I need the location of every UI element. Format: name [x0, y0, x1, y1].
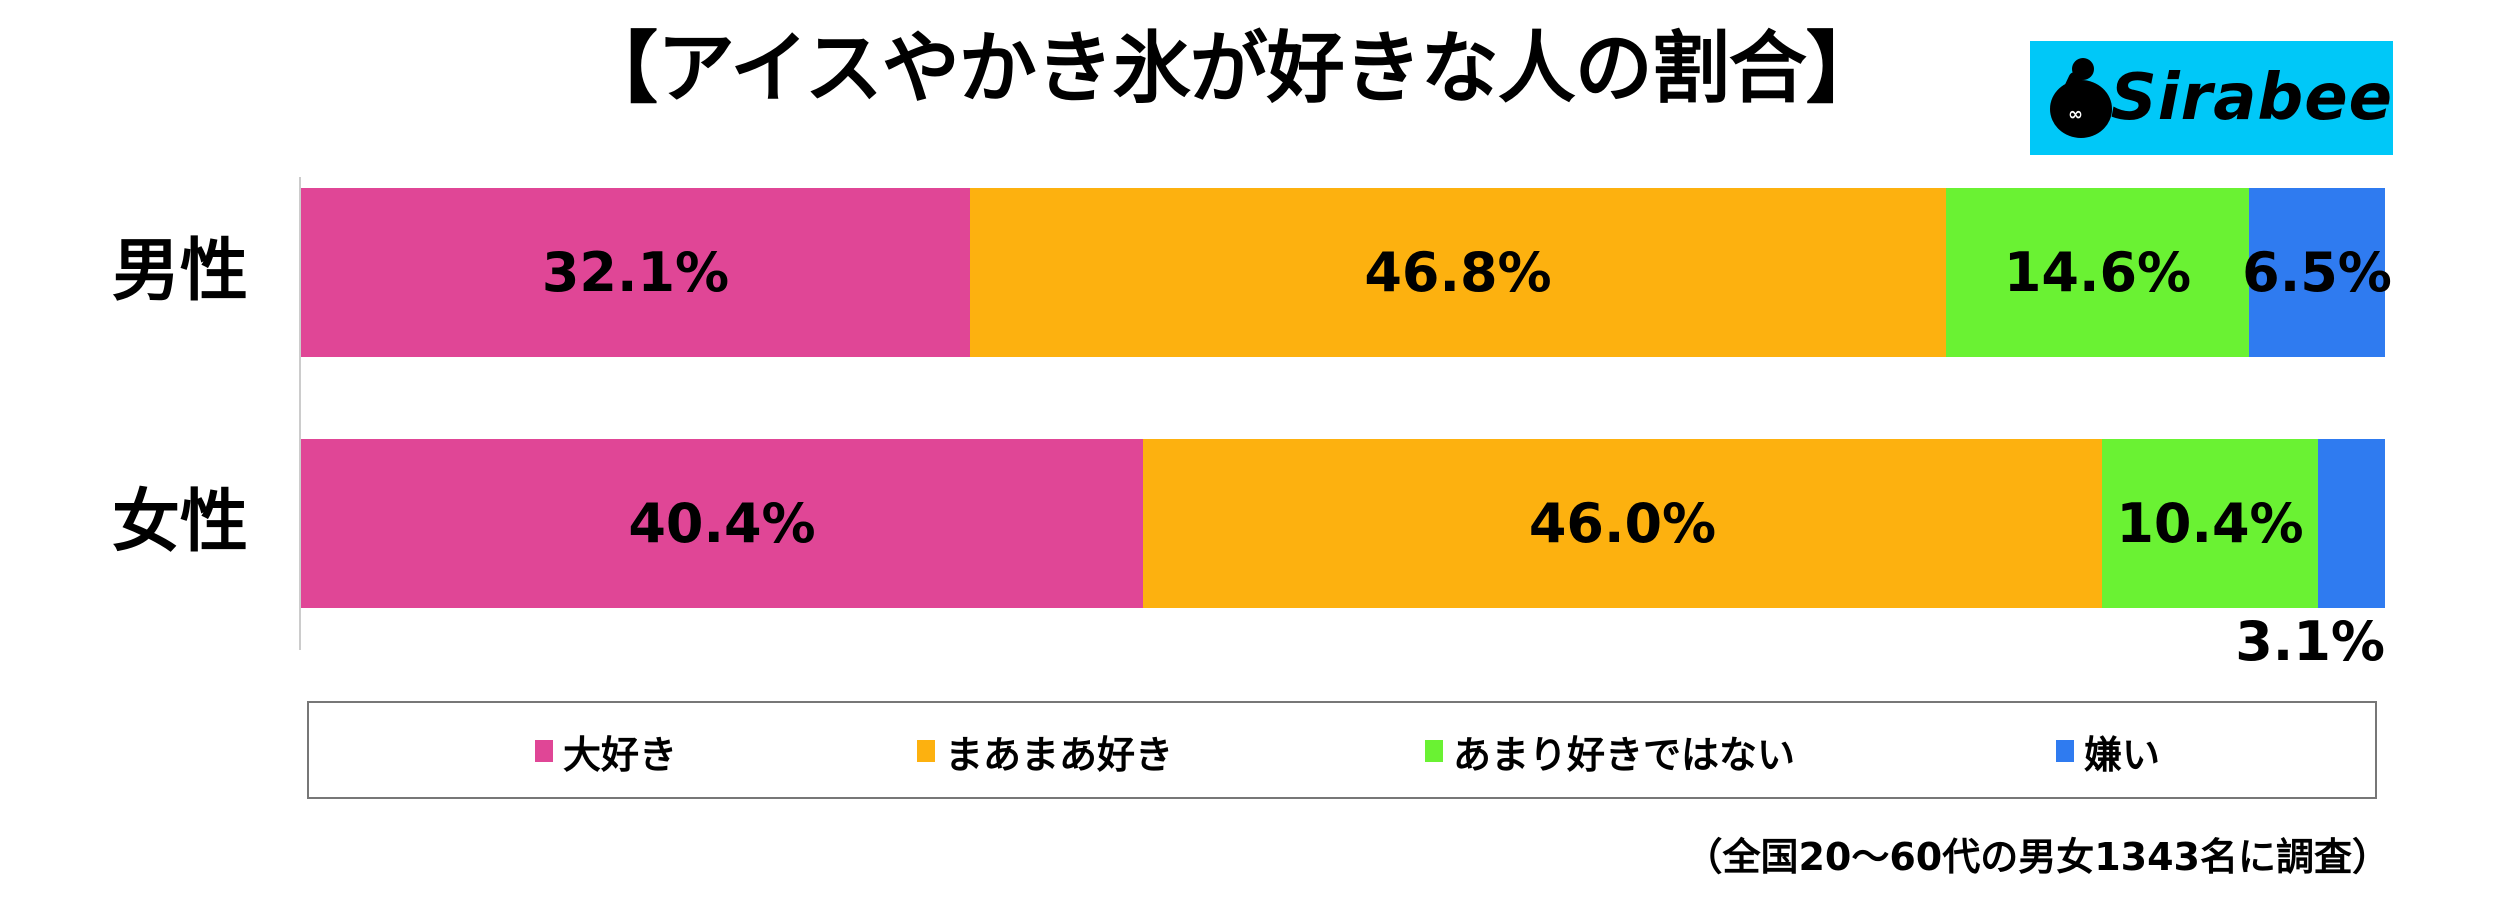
segment-dislike-external-label: 3.1% [2235, 610, 2385, 673]
segment-dislike [2318, 439, 2385, 608]
chart-title: 【アイスやかき氷が好きな人の割合】 [580, 24, 1884, 114]
legend-item-love: 大好き [535, 703, 677, 799]
logo-text: Sirabee [2110, 61, 2393, 135]
legend-label: まあまあ好き [945, 732, 1174, 777]
bar-female: 40.4% 46.0% 10.4% [301, 439, 2385, 608]
legend: 大好き まあまあ好き あまり好きではない 嫌い [307, 701, 2377, 799]
legend-item-somewhat-like: まあまあ好き [917, 703, 1173, 799]
segment-love: 40.4% [301, 439, 1143, 608]
legend-label: 大好き [563, 732, 678, 777]
legend-swatch-orange [917, 740, 935, 762]
segment-somewhat-like: 46.0% [1143, 439, 2102, 608]
legend-swatch-pink [535, 740, 553, 762]
legend-swatch-blue [2056, 740, 2074, 762]
segment-love: 32.1% [301, 188, 970, 357]
segment-not-really: 10.4% [2102, 439, 2318, 608]
legend-item-not-really: あまり好きではない [1425, 703, 1795, 799]
survey-note: （全国20〜60代の男女1343名に調査） [1684, 835, 2390, 879]
swan-mascot-icon: ∞ [2050, 58, 2112, 138]
segment-not-really: 14.6% [1946, 188, 2249, 357]
row-label-female: 女性 [111, 483, 248, 562]
segment-dislike: 6.5% [2242, 188, 2392, 357]
legend-label: 嫌い [2084, 732, 2161, 777]
legend-item-dislike: 嫌い [2056, 703, 2160, 799]
bar-male: 32.1% 46.8% 14.6% 6.5% [301, 188, 2392, 357]
legend-swatch-green [1425, 740, 1443, 762]
segment-somewhat-like: 46.8% [970, 188, 1946, 357]
sirabee-logo: ∞ Sirabee [2030, 41, 2393, 155]
legend-label: あまり好きではない [1453, 732, 1796, 777]
row-label-male: 男性 [111, 232, 248, 311]
category-axis [299, 177, 301, 650]
